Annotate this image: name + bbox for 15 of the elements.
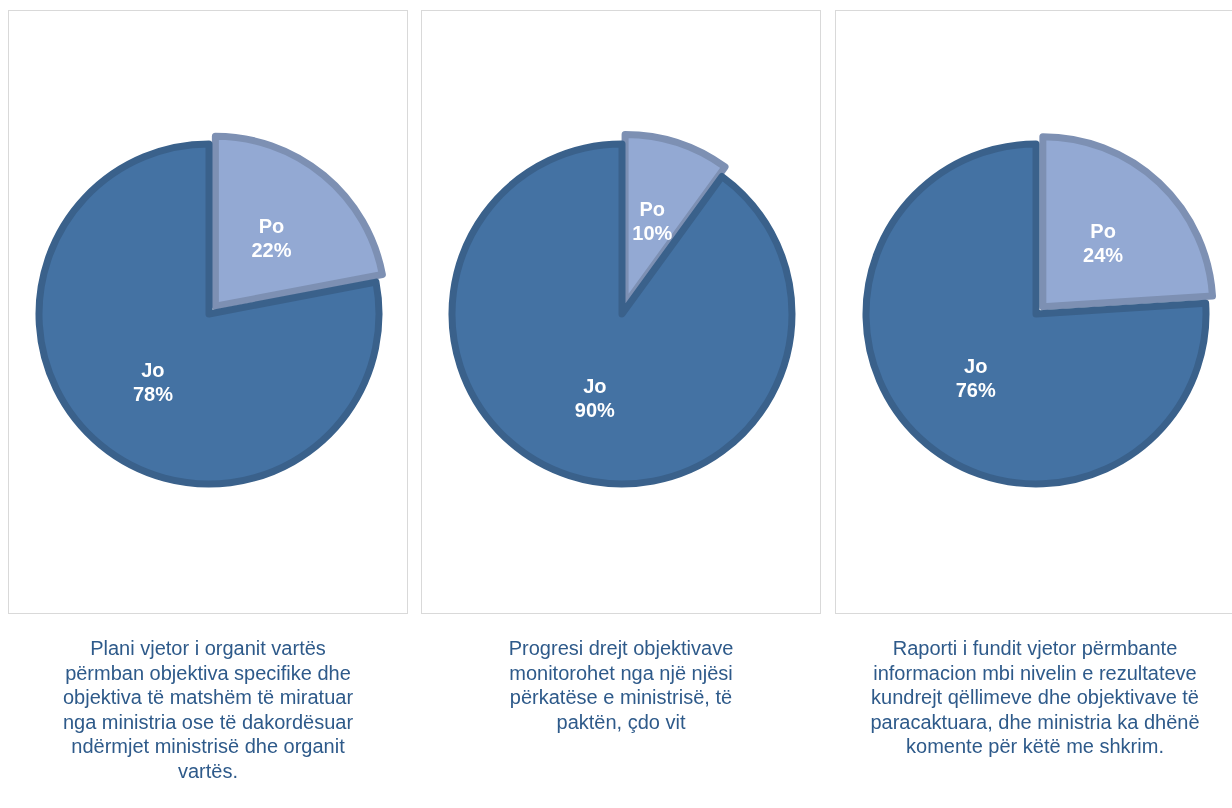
text: Progresi drejt objektivave monitorohet nga një njësi përkatëse e ministrisë, të paktën, çdo vit	[507, 636, 735, 734]
text: Raporti i fundit vjetor përmbante informacion mbi nivelin e rezultateve kundrejt qëllimeve dhe objektivave të paracaktuara, dhe ministria ka dhënë komente për këtë me shkrim.	[869, 636, 1201, 759]
data-label: 78%	[132, 382, 174, 405]
slice-label: Jo	[583, 374, 607, 397]
slice-label: Jo	[964, 355, 988, 378]
data-label: 90%	[574, 398, 616, 421]
data-label: 76%	[955, 379, 996, 402]
slice-label: Po	[1090, 219, 1116, 242]
slice-label: Po	[258, 215, 285, 238]
text: Plani vjetor i organit vartës përmban objektiva specifike dhe objektiva të matshëm të miratuar nga ministria ose të dakordësuar ndërmjet ministrisë dhe organit vartës.	[61, 636, 355, 783]
data-label: 10%	[632, 221, 673, 244]
data-label: 24%	[1083, 243, 1124, 266]
data-label: 22%	[251, 239, 292, 262]
slice-label: Po	[639, 197, 666, 220]
slice-label: Jo	[141, 358, 165, 381]
